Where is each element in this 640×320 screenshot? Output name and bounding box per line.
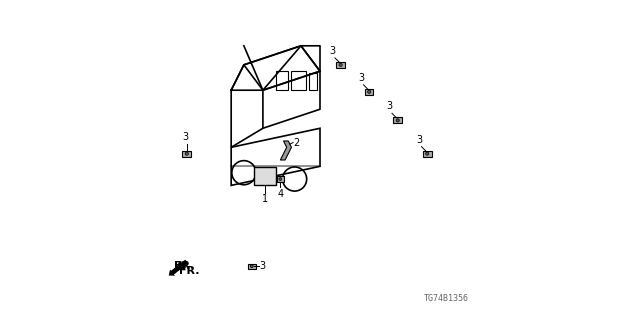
Bar [423,151,431,156]
FancyBboxPatch shape [254,166,276,185]
Bar [394,117,402,123]
Text: 4: 4 [277,188,284,198]
Text: 1: 1 [262,194,268,204]
Text: FR.: FR. [179,266,200,276]
Text: 3: 3 [358,73,364,83]
Bar [248,264,255,269]
Circle shape [339,63,342,67]
Text: 2: 2 [293,138,300,148]
Text: 3: 3 [260,261,266,271]
FancyArrow shape [169,260,188,276]
Circle shape [279,178,282,180]
Bar [365,89,374,95]
Text: FR.: FR. [174,261,195,271]
Text: 3: 3 [182,132,188,142]
Circle shape [396,119,399,122]
Circle shape [367,90,371,93]
Bar [337,62,345,68]
Text: 3: 3 [387,101,393,111]
Circle shape [185,152,188,155]
Circle shape [250,265,253,268]
Polygon shape [280,141,291,160]
Bar [182,151,191,156]
Text: 3: 3 [416,135,422,145]
Bar [276,177,284,181]
Circle shape [426,152,429,155]
Text: TG74B1356: TG74B1356 [424,294,469,303]
Text: 3: 3 [330,46,336,56]
